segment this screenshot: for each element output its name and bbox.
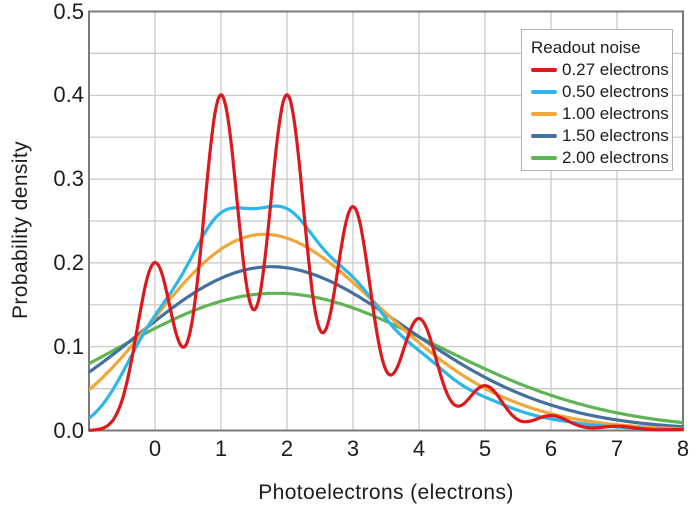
legend-swatch-line xyxy=(531,134,557,138)
curve-0.27-electrons xyxy=(89,93,683,432)
legend-entry-0.5-electrons: 0.50 electrons xyxy=(531,81,672,103)
legend-entry-label: 2.00 electrons xyxy=(562,148,669,167)
y-tick-label-0.1: 0.1 xyxy=(53,333,84,359)
x-tick-label-8: 8 xyxy=(676,436,690,461)
legend-entry-2-electrons: 2.00 electrons xyxy=(531,147,672,169)
curve-2-electrons xyxy=(89,291,683,425)
legend: Readout noise 0.27 electrons 0.50 electro… xyxy=(521,29,673,171)
x-tick-label-6: 6 xyxy=(544,436,558,461)
x-axis-title: Photoelectrons (electrons) xyxy=(258,481,514,504)
curve-1-electrons xyxy=(89,232,683,431)
legend-swatch-line xyxy=(531,68,557,72)
y-tick-label-0.4: 0.4 xyxy=(53,82,84,108)
plot-border xyxy=(88,10,684,432)
legend-entry-label: 1.00 electrons xyxy=(562,104,669,123)
legend-entry-label: 1.50 electrons xyxy=(562,126,669,145)
y-tick-label-0.5: 0.5 xyxy=(53,0,84,24)
y-axis-title: Probability density xyxy=(9,140,32,320)
legend-entry-label: 0.27 electrons xyxy=(562,60,669,79)
curves xyxy=(89,93,683,432)
x-tick-label-7: 7 xyxy=(610,436,624,461)
legend-entry-0.27-electrons: 0.27 electrons xyxy=(531,59,672,81)
y-tick-label-0.3: 0.3 xyxy=(53,166,84,192)
y-tick-label-0.0: 0.0 xyxy=(53,417,84,443)
legend-entry-1.5-electrons: 1.50 electrons xyxy=(531,125,672,147)
curve-0.5-electrons xyxy=(89,204,683,432)
x-tick-label-3: 3 xyxy=(346,436,360,461)
legend-entries: 0.27 electrons 0.50 electrons 1.00 electro… xyxy=(531,59,672,169)
legend-entry-label: 0.50 electrons xyxy=(562,82,669,101)
x-tick-label-0: 0 xyxy=(148,436,162,461)
y-tick-label-0.2: 0.2 xyxy=(53,249,84,275)
legend-swatch-line xyxy=(531,156,557,160)
legend-entry-1-electrons: 1.00 electrons xyxy=(531,103,672,125)
legend-swatch-line xyxy=(531,90,557,94)
x-tick-label-4: 4 xyxy=(412,436,426,461)
x-tick-label-5: 5 xyxy=(478,436,492,461)
legend-swatch-line xyxy=(531,112,557,116)
x-tick-label-2: 2 xyxy=(280,436,294,461)
x-tick-label-1: 1 xyxy=(214,436,228,461)
legend-title: Readout noise xyxy=(531,38,641,57)
